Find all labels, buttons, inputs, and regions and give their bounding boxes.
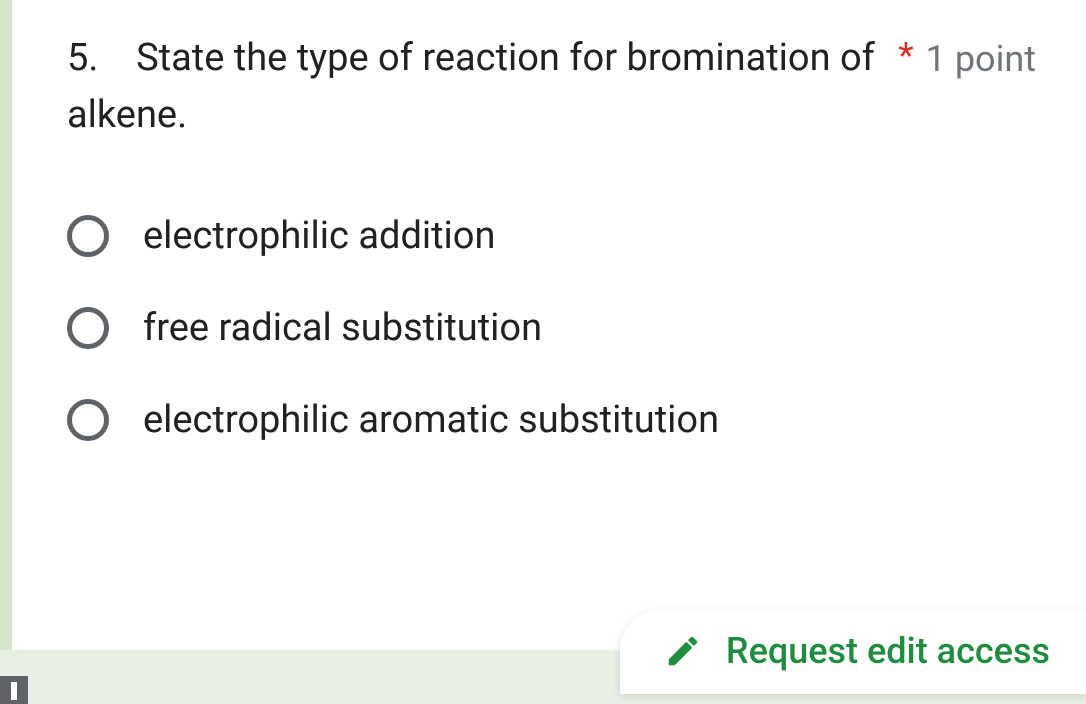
bottom-notch-icon [0,676,28,704]
question-card: 5. State the type of reaction for bromin… [12,0,1086,650]
radio-icon [67,307,109,349]
option-free-radical-substitution[interactable]: free radical substitution [67,306,1036,350]
option-label: electrophilic aromatic substitution [143,398,719,442]
request-access-label: Request edit access [726,630,1050,672]
question-prompt: State the type of reaction for brominati… [67,36,875,137]
required-points-group: * 1 point [898,30,1036,80]
question-text-wrap: 5. State the type of reaction for bromin… [67,30,898,144]
request-edit-access-button[interactable]: Request edit access [620,610,1086,694]
option-electrophilic-aromatic-substitution[interactable]: electrophilic aromatic substitution [67,398,1036,442]
question-number: 5. [67,36,98,80]
radio-icon [67,399,109,441]
options-group: electrophilic addition free radical subs… [67,214,1036,442]
left-accent-strip [0,0,12,650]
option-label: free radical substitution [143,306,542,350]
points-label: 1 point [926,38,1036,80]
radio-icon [67,215,109,257]
question-text: 5. State the type of reaction for bromin… [67,30,878,144]
option-label: electrophilic addition [143,214,495,258]
option-electrophilic-addition[interactable]: electrophilic addition [67,214,1036,258]
question-header: 5. State the type of reaction for bromin… [67,30,1036,144]
required-asterisk: * [898,38,914,74]
pencil-icon [664,632,702,670]
